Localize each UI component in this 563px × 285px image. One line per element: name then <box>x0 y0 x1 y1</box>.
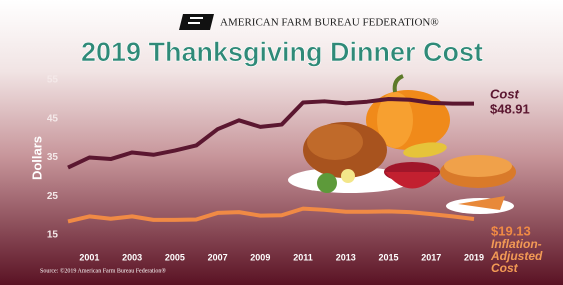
logo <box>179 14 214 30</box>
chart-title: 2019 Thanksgiving Dinner Cost <box>81 37 483 67</box>
y-tick-label: 15 <box>47 230 59 241</box>
x-tick-label: 2017 <box>421 252 441 262</box>
source: Source: ©2019 American Farm Bureau Feder… <box>40 267 166 274</box>
x-tick-label: 2019 <box>464 252 484 262</box>
y-axis-label: Dollars <box>29 136 44 180</box>
x-tick-label: 2007 <box>208 252 228 262</box>
x-tick-label: 2005 <box>165 252 185 262</box>
y-tick-label: 55 <box>47 75 59 86</box>
header: AMERICAN FARM BUREAU FEDERATION® <box>220 17 439 29</box>
y-tick-label: 25 <box>47 191 59 202</box>
value-label: $48.91 <box>490 101 530 116</box>
x-tick-label: 2009 <box>250 252 270 262</box>
y-tick-label: 35 <box>47 152 59 163</box>
y-tick-label: 45 <box>47 113 59 124</box>
series-label-inflation: Inflation-Adjusted Cost <box>491 238 551 274</box>
x-tick-label: 2011 <box>293 252 313 262</box>
x-tick-label: 2003 <box>122 252 142 262</box>
chart: AMERICAN FARM BUREAU FEDERATION® 2019 Th… <box>0 0 563 285</box>
x-tick-label: 2015 <box>379 252 399 262</box>
series-label: Cost <box>490 86 520 101</box>
infographic: AMERICAN FARM BUREAU FEDERATION® 2019 Th… <box>0 0 563 285</box>
x-tick-label: 2001 <box>79 252 99 262</box>
x-tick-label: 2013 <box>336 252 356 262</box>
